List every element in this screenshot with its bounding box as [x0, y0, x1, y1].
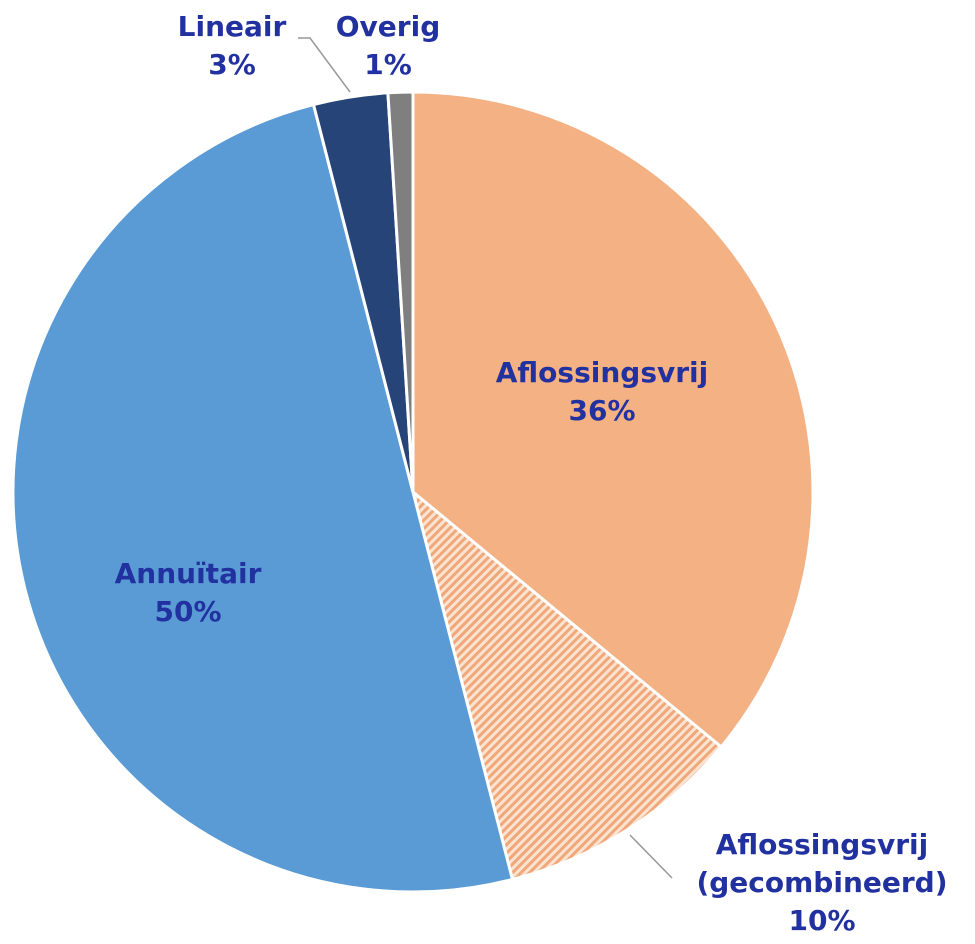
slice-label: Annuïtair 50% — [115, 555, 262, 631]
pie-slice — [410, 487, 724, 882]
leader-line — [629, 834, 673, 879]
value-label: 10% — [788, 904, 856, 937]
pie-slice — [11, 102, 515, 894]
leader-line — [298, 37, 351, 93]
pie-slice — [386, 90, 415, 493]
category-name: Aflossingsvrij (gecombineerd) — [696, 828, 948, 899]
value-label: 3% — [208, 48, 256, 81]
category-name: Annuïtair — [114, 557, 262, 590]
value-label: 50% — [154, 595, 222, 628]
slice-label: Aflossingsvrij (gecombineerd) 10% — [677, 826, 967, 940]
slice-label: Overig 1% — [336, 8, 441, 84]
value-label: 1% — [364, 48, 412, 81]
slice-label: Aflossingsvrij 36% — [496, 354, 709, 430]
value-label: 36% — [568, 394, 636, 427]
category-name: Aflossingsvrij — [495, 356, 709, 389]
pie-slice — [411, 90, 815, 750]
slice-label: Lineair 3% — [178, 8, 287, 84]
category-name: Overig — [335, 10, 441, 43]
category-name: Lineair — [177, 10, 287, 43]
